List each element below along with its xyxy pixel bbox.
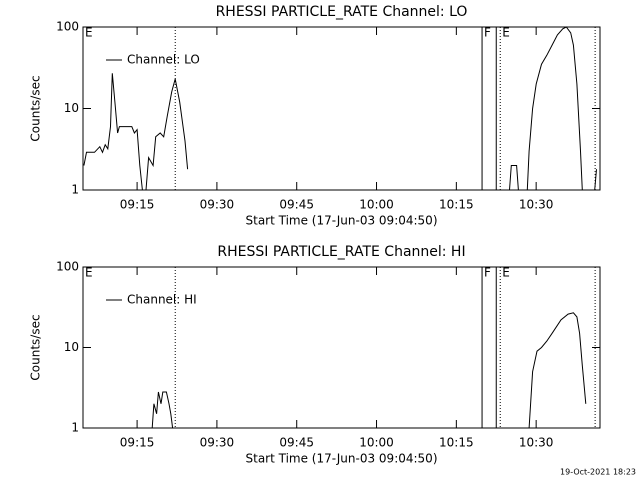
- y-tick-label: 10: [64, 101, 79, 115]
- flag-label: F: [484, 26, 491, 40]
- chart-title: RHESSI PARTICLE_RATE Channel: LO: [216, 4, 468, 20]
- x-tick-label: 09:15: [120, 436, 155, 450]
- y-tick-label: 1: [71, 421, 79, 435]
- x-tick-label: 09:30: [200, 436, 235, 450]
- data-line: [151, 312, 587, 429]
- chart-title: RHESSI PARTICLE_RATE Channel: HI: [217, 244, 465, 260]
- x-tick-label: 10:15: [439, 436, 474, 450]
- data-line: [83, 26, 597, 191]
- x-tick-label: 09:15: [120, 198, 155, 212]
- flag-label: E: [85, 26, 93, 40]
- x-tick-label: 10:15: [439, 198, 474, 212]
- flag-label: E: [502, 26, 510, 40]
- x-tick-label: 09:45: [279, 198, 314, 212]
- flag-label: E: [85, 266, 93, 280]
- y-tick-label: 100: [56, 20, 79, 34]
- x-tick-label: 10:30: [519, 436, 554, 450]
- x-axis-label: Start Time (17-Jun-03 09:04:50): [246, 214, 438, 228]
- x-axis-label: Start Time (17-Jun-03 09:04:50): [246, 452, 438, 466]
- x-tick-label: 09:45: [279, 436, 314, 450]
- x-tick-label: 10:30: [519, 198, 554, 212]
- legend-label: Channel: HI: [127, 293, 197, 307]
- footer: 19-Oct-2021 18:23: [560, 468, 636, 477]
- legend-label: Channel: LO: [127, 53, 200, 67]
- x-tick-label: 09:30: [200, 198, 235, 212]
- y-axis-label: Counts/sec: [29, 75, 43, 141]
- flag-label: E: [502, 266, 510, 280]
- y-axis-label: Counts/sec: [29, 314, 43, 380]
- x-tick-label: 10:00: [359, 436, 394, 450]
- flag-label: F: [484, 266, 491, 280]
- y-tick-label: 100: [56, 260, 79, 274]
- y-tick-label: 10: [64, 340, 79, 354]
- y-tick-label: 1: [71, 183, 79, 197]
- x-tick-label: 10:00: [359, 198, 394, 212]
